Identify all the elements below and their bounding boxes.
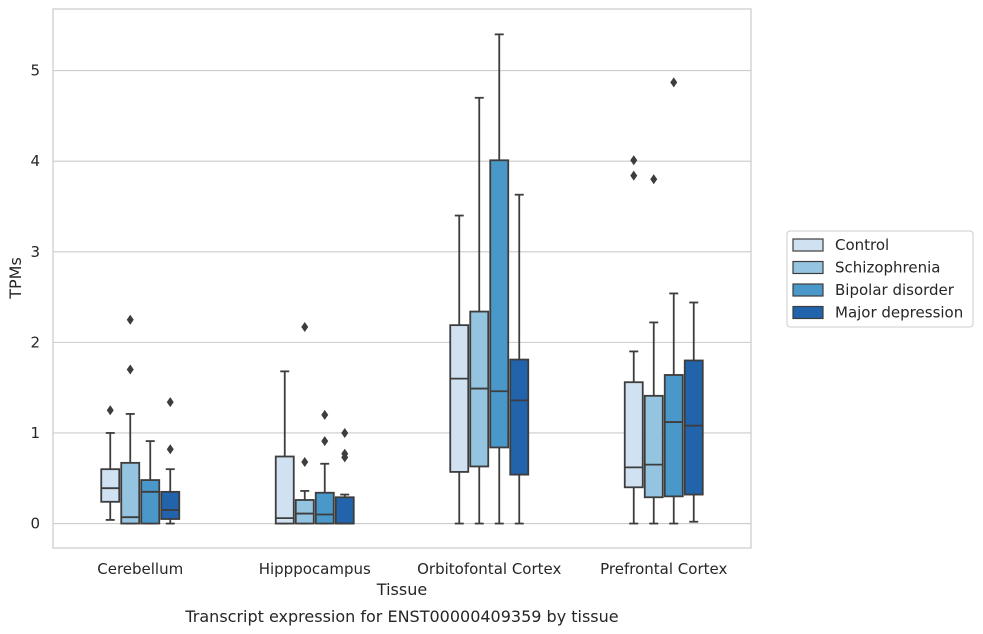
- box: [100, 405, 121, 521]
- box: [160, 397, 181, 525]
- outlier-point: [106, 405, 114, 416]
- box: [294, 321, 315, 525]
- legend-label: Control: [835, 236, 889, 254]
- box-iqr: [140, 479, 161, 525]
- legend-swatch: [792, 283, 824, 297]
- y-tick-labels: 0 1 2 3 4 5: [30, 62, 40, 533]
- y-tick-label: 5: [30, 62, 40, 80]
- outlier-point: [630, 155, 638, 166]
- x-tick-labels: Cerebellum Hipppocampus Orbitofontal Corte…: [97, 560, 727, 578]
- outlier-point: [166, 397, 174, 408]
- outlier-point: [341, 452, 349, 463]
- box: [509, 193, 530, 525]
- outlier-point: [650, 174, 658, 185]
- box: [663, 77, 684, 525]
- box-iqr: [663, 374, 684, 498]
- legend-label: Bipolar disorder: [835, 281, 955, 299]
- legend-frame: [786, 230, 974, 328]
- box: [274, 370, 295, 525]
- x-tick-label: Prefrontal Cortex: [600, 560, 727, 578]
- boxes: [100, 33, 704, 525]
- box: [623, 155, 644, 525]
- box-iqr: [314, 491, 335, 525]
- legend-swatch: [792, 305, 824, 320]
- outlier-point: [166, 444, 174, 455]
- legend-label: Schizophrenia: [835, 259, 940, 277]
- box-iqr: [160, 490, 181, 520]
- y-tick-label: 3: [30, 243, 40, 261]
- box-iqr: [120, 461, 141, 525]
- box-iqr: [643, 394, 664, 499]
- chart-caption: Transcript expression for ENST0000040935…: [184, 607, 618, 626]
- legend-label: Major depression: [835, 304, 963, 322]
- box-iqr: [294, 499, 315, 525]
- x-tick-label: Orbitofontal Cortex: [417, 560, 561, 578]
- box-iqr: [683, 359, 704, 496]
- y-tick-label: 1: [30, 424, 40, 442]
- outlier-point: [341, 427, 349, 438]
- y-tick-label: 0: [30, 515, 40, 533]
- box-iqr: [274, 455, 295, 525]
- x-tick-label: Hipppocampus: [259, 560, 371, 578]
- outlier-point: [630, 170, 638, 181]
- box-iqr: [449, 324, 470, 473]
- box: [469, 96, 490, 525]
- box: [489, 33, 510, 525]
- outlier-point: [321, 436, 329, 447]
- box: [334, 427, 355, 525]
- box: [314, 409, 335, 525]
- legend-swatch: [792, 238, 824, 252]
- outlier-point: [126, 364, 134, 375]
- box: [449, 214, 470, 525]
- box-iqr: [489, 159, 510, 449]
- y-axis-label: TPMs: [6, 257, 25, 300]
- box-iqr: [334, 496, 355, 525]
- box-iqr: [623, 381, 644, 489]
- x-tick-label: Cerebellum: [97, 560, 183, 578]
- box: [120, 314, 141, 525]
- box-iqr: [100, 468, 121, 503]
- plot-frame: [52, 8, 752, 549]
- outlier-point: [301, 456, 309, 467]
- outlier-point: [126, 314, 134, 325]
- box: [140, 440, 161, 525]
- legend-swatch: [792, 260, 824, 275]
- outlier-point: [321, 409, 329, 420]
- box-iqr: [509, 358, 530, 476]
- legend: Control Schizophrenia Bipolar disorder Majo…: [786, 230, 974, 328]
- x-axis-label: Tissue: [376, 580, 427, 599]
- box: [683, 301, 704, 523]
- box: [643, 174, 664, 525]
- y-tick-label: 4: [30, 152, 40, 170]
- outlier-point: [301, 321, 309, 332]
- outlier-point: [670, 77, 678, 88]
- y-tick-label: 2: [30, 333, 40, 351]
